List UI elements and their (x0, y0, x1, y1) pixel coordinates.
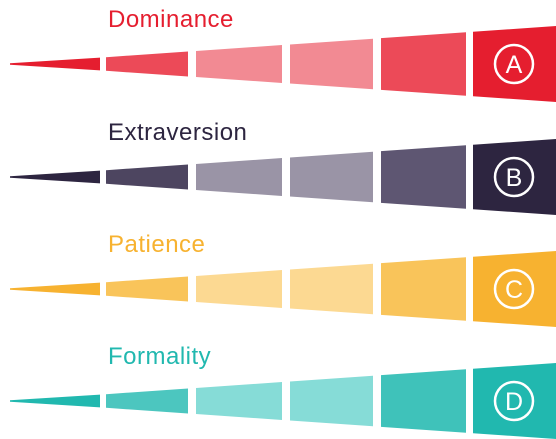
wedge-segment (10, 57, 100, 71)
wedge-segment (196, 270, 282, 308)
wedge-extraversion: B (10, 139, 556, 215)
wedge-patience: C (10, 251, 556, 327)
letter-badge-patience: C (505, 276, 523, 304)
wedge-segment (290, 151, 373, 203)
wedge-segment (290, 38, 373, 90)
wedge-segment (10, 394, 100, 408)
wedge-segment (381, 369, 466, 433)
wedge-segment (196, 158, 282, 196)
wedge-segment (473, 26, 556, 102)
wedge-segment (196, 45, 282, 83)
label-extraversion: Extraversion (108, 119, 248, 146)
wedge-segment (290, 263, 373, 315)
wedge-segment (381, 257, 466, 321)
wedge-formality: D (10, 363, 556, 439)
wedge-segment (473, 251, 556, 327)
letter-badge-circle (493, 268, 535, 310)
letter-badge-circle (493, 43, 535, 85)
letter-badge-extraversion: B (506, 164, 523, 192)
letter-badge-circle (493, 156, 535, 198)
wedge-segment (10, 170, 100, 184)
wedge-segment (106, 51, 188, 77)
letter-badge-circle (493, 380, 535, 422)
wedge-segment (290, 375, 373, 427)
wedge-segment (473, 139, 556, 215)
wedge-segment (381, 32, 466, 96)
wedge-segment (196, 382, 282, 420)
wedge-segment (106, 388, 188, 414)
wedge-segment (10, 282, 100, 296)
wedge-segment (473, 363, 556, 439)
label-formality: Formality (108, 343, 212, 370)
wedge-segment (106, 276, 188, 302)
wedge-dominance: A (10, 26, 556, 102)
letter-badge-formality: D (505, 388, 523, 416)
label-dominance: Dominance (108, 6, 234, 33)
label-patience: Patience (108, 231, 206, 258)
wedge-segment (106, 164, 188, 190)
wedge-segment (381, 145, 466, 209)
letter-badge-dominance: A (506, 51, 523, 79)
